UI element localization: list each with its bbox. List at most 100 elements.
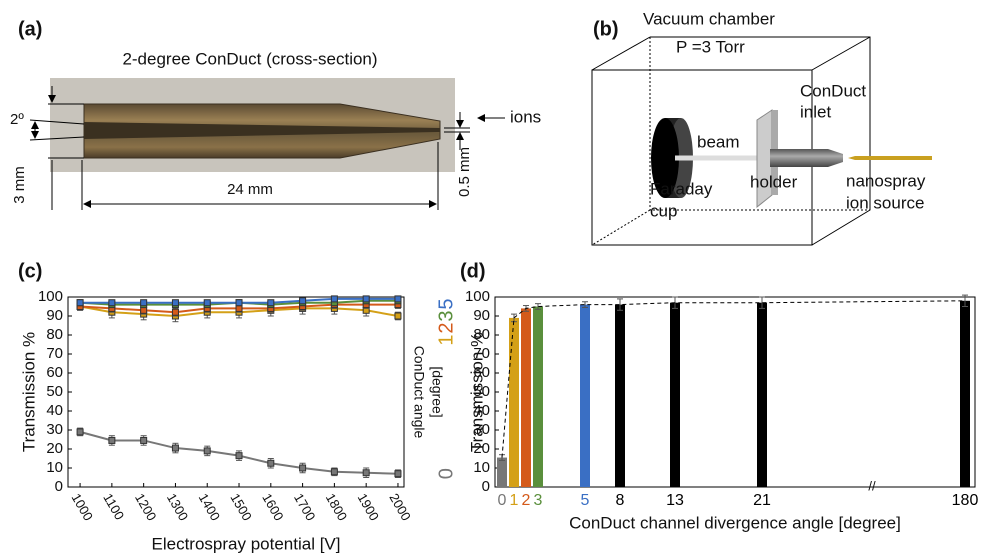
cup-face xyxy=(651,118,679,198)
y-tick-label: 100 xyxy=(465,288,490,305)
beam-label: beam xyxy=(697,132,740,151)
x-tick-label: 0 xyxy=(498,492,507,509)
conduct-inlet xyxy=(770,149,828,167)
cup-label: Faraday xyxy=(650,179,713,198)
panel-label: (a) xyxy=(18,18,42,40)
y-tick-label: 80 xyxy=(473,326,490,343)
point xyxy=(394,470,402,478)
point xyxy=(235,452,243,460)
x-tick-label: 1200 xyxy=(132,491,159,524)
chamber-box xyxy=(591,36,871,246)
y-tick-label: 20 xyxy=(46,440,63,457)
bar xyxy=(757,302,767,487)
y-tick-label: 0 xyxy=(482,478,490,495)
x-axis-label: Electrospray potential [V] xyxy=(152,534,341,553)
fit-line xyxy=(501,300,966,458)
x-tick-label: 8 xyxy=(616,492,625,509)
panel-label: (d) xyxy=(460,260,486,282)
point xyxy=(299,464,307,472)
cup-label: cup xyxy=(650,201,677,220)
point xyxy=(267,299,275,307)
y-tick-label: 70 xyxy=(46,345,63,362)
x-tick-label: 5 xyxy=(581,492,590,509)
point xyxy=(235,299,243,307)
ions-label: ions xyxy=(510,107,541,126)
tip-label: 0.5 mm xyxy=(456,147,473,197)
x-tick-label: 13 xyxy=(666,492,684,509)
holder-label: holder xyxy=(750,172,798,191)
legend-entry: 1 xyxy=(435,334,457,345)
point xyxy=(362,469,370,477)
panel-label: (b) xyxy=(593,18,619,40)
source-label: nanospray xyxy=(846,171,926,190)
panel-label: (c) xyxy=(18,260,42,282)
x-tick-label: 1300 xyxy=(164,491,191,524)
length-label: 24 mm xyxy=(227,181,273,198)
point xyxy=(330,295,338,303)
point xyxy=(330,468,338,476)
x-tick-label: 1500 xyxy=(227,491,254,524)
x-tick-label: 1100 xyxy=(100,491,127,523)
y-tick-label: 0 xyxy=(55,478,63,495)
point xyxy=(394,312,402,320)
y-tick-label: 40 xyxy=(473,402,490,419)
y-tick-label: 20 xyxy=(473,440,490,457)
axis-break: // xyxy=(868,478,876,493)
point xyxy=(299,297,307,305)
x-tick-label: 1900 xyxy=(355,491,382,524)
y-tick-label: 10 xyxy=(473,459,490,476)
y-axis-label: Transmission % xyxy=(467,332,486,452)
angle-label: 2º xyxy=(10,111,24,128)
x-tick-label: 21 xyxy=(753,492,771,509)
chamber-label: Vacuum chamber xyxy=(643,9,775,28)
legend-entry: 5 xyxy=(435,298,457,309)
y-tick-label: 90 xyxy=(473,307,490,324)
error-bar xyxy=(962,294,968,307)
bar xyxy=(497,457,507,487)
inlet-label: inlet xyxy=(800,102,831,121)
legend-title: [degree] xyxy=(429,366,445,417)
point xyxy=(76,299,84,307)
bar xyxy=(509,317,519,487)
point xyxy=(171,308,179,316)
bar xyxy=(533,306,543,487)
bar xyxy=(670,302,680,487)
y-tick-label: 50 xyxy=(473,383,490,400)
y-axis-label: Transmission % xyxy=(19,332,38,452)
point xyxy=(267,459,275,467)
point xyxy=(362,295,370,303)
x-tick-label: 1400 xyxy=(196,491,223,524)
legend-entry: 3 xyxy=(435,310,457,321)
dimension-lines xyxy=(29,86,505,210)
point xyxy=(235,304,243,312)
y-tick-label: 80 xyxy=(46,326,63,343)
conduct-tip xyxy=(828,149,843,167)
error-bar xyxy=(535,303,541,310)
point xyxy=(140,306,148,314)
y-tick-label: 60 xyxy=(46,364,63,381)
x-tick-label: 2000 xyxy=(386,491,413,524)
y-tick-label: 10 xyxy=(46,459,63,476)
point xyxy=(394,295,402,303)
error-bar xyxy=(759,296,765,309)
height-label: 3 mm xyxy=(11,166,28,204)
source-label: ion source xyxy=(846,193,924,212)
plot-frame xyxy=(494,296,976,488)
x-tick-label: 1800 xyxy=(323,491,350,524)
x-tick-label: 2 xyxy=(522,492,531,509)
point xyxy=(140,299,148,307)
point xyxy=(171,444,179,452)
x-tick-label: 1000 xyxy=(69,491,96,524)
y-tick-label: 30 xyxy=(46,421,63,438)
point xyxy=(203,299,211,307)
legend-title: ConDuct angle xyxy=(411,346,427,439)
x-tick-label: 1 xyxy=(510,492,519,509)
bar xyxy=(521,308,531,487)
y-tick-label: 90 xyxy=(46,307,63,324)
y-tick-label: 100 xyxy=(38,288,63,305)
point xyxy=(171,299,179,307)
needle xyxy=(848,156,932,160)
point xyxy=(108,436,116,444)
x-tick-label: 3 xyxy=(534,492,543,509)
conduct-channel xyxy=(84,122,440,139)
